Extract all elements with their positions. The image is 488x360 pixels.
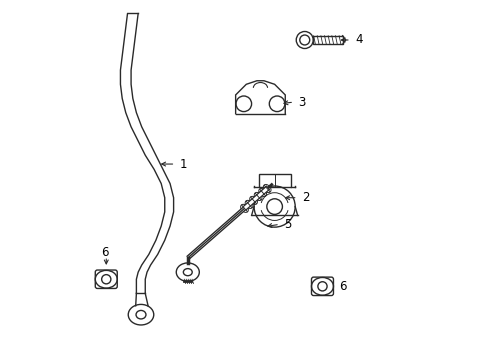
Text: 1: 1	[179, 158, 187, 171]
Text: 6: 6	[101, 246, 108, 259]
Text: 2: 2	[301, 191, 309, 204]
Text: 3: 3	[298, 95, 305, 108]
Text: 6: 6	[339, 280, 346, 293]
Text: 4: 4	[354, 33, 362, 46]
Text: 5: 5	[284, 218, 291, 231]
